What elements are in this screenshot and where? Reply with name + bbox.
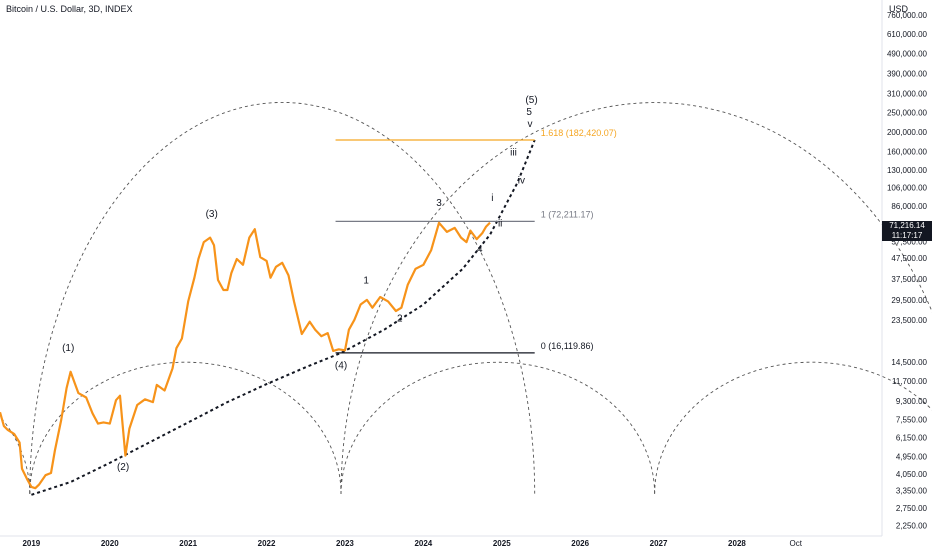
price-series [0, 221, 491, 490]
fib-level-label: 1.618 (182,420.07) [541, 128, 617, 138]
wave-label: iv [518, 176, 525, 187]
price-tick-label: 106,000.00 [887, 184, 928, 193]
support-curve-line [31, 139, 536, 496]
price-tick-label: 23,500.00 [891, 316, 927, 325]
cycle-arcs [0, 102, 932, 495]
symbol-title[interactable]: Bitcoin / U.S. Dollar, 3D, INDEX [6, 4, 133, 14]
price-tick-label: 11,700.00 [892, 377, 928, 386]
time-tick-label: Oct [790, 539, 803, 548]
cycle-arc [29, 102, 536, 495]
cycle-arc [29, 361, 342, 495]
support-curve [31, 139, 536, 496]
wave-label: (3) [206, 209, 218, 220]
price-tick-label: 14,500.00 [891, 358, 927, 367]
cycle-arc [340, 361, 656, 495]
bar-countdown: 11:17:17 [891, 231, 923, 240]
wave-label: 3 [436, 198, 442, 209]
wave-label: (1) [62, 343, 74, 354]
time-tick-label: 2028 [728, 539, 746, 548]
wave-label: ii [498, 219, 502, 230]
price-tick-label: 86,000.00 [891, 202, 927, 211]
price-tick-label: 7,550.00 [896, 415, 928, 424]
price-tick-label: 2,750.00 [896, 504, 928, 513]
price-tick-label: 4,950.00 [896, 452, 928, 461]
wave-label: (2) [117, 462, 129, 473]
cycle-arc [340, 102, 932, 495]
currency-label: USD [889, 4, 909, 14]
time-tick-label: 2026 [571, 539, 589, 548]
price-tick-label: 490,000.00 [887, 49, 928, 58]
price-tick-label: 310,000.00 [887, 90, 928, 99]
price-tick-label: 760,000.00 [887, 11, 928, 20]
price-tick-label: 160,000.00 [887, 148, 928, 157]
price-axis[interactable]: 760,000.00 610,000.00 490,000.00 390,000.00… [887, 11, 928, 531]
time-tick-label: 2019 [22, 539, 40, 548]
time-tick-label: 2024 [414, 539, 432, 548]
price-tick-label: 390,000.00 [887, 69, 928, 78]
time-axis[interactable]: 2019 2020 2021 2022 2023 2024 2025 2026 2027 2028… [22, 539, 802, 548]
time-tick-label: 2022 [258, 539, 276, 548]
wave-label: (4) [335, 360, 347, 371]
wave-label: iii [510, 147, 517, 158]
price-tick-label: 610,000.00 [887, 30, 928, 39]
last-price-badge: 71,216.14 11:17:17 [882, 221, 932, 241]
wave-label: v [527, 119, 532, 130]
wave-label: 1 [363, 276, 369, 287]
wave-label: i [491, 193, 493, 204]
price-tick-label: 200,000.00 [887, 128, 928, 137]
price-tick-label: 130,000.00 [887, 166, 928, 175]
time-tick-label: 2027 [650, 539, 668, 548]
fib-level-label: 0 (16,119.86) [541, 341, 594, 351]
wave-label: 2 [397, 314, 403, 325]
price-tick-label: 3,350.00 [896, 487, 928, 496]
price-tick-label: 4,050.00 [896, 470, 928, 479]
wave-label: (5) [525, 95, 537, 106]
time-tick-label: 2023 [336, 539, 354, 548]
time-tick-label: 2025 [493, 539, 511, 548]
wave-label: 5 [526, 107, 532, 118]
fibonacci-levels: 0 (16,119.86) 1 (72,211.17) 1.618 (182,420… [335, 128, 617, 354]
price-line [0, 221, 491, 490]
price-tick-label: 2,250.00 [896, 522, 928, 531]
price-tick-label: 47,500.00 [891, 254, 927, 263]
price-tick-label: 29,500.00 [891, 296, 927, 305]
time-tick-label: 2020 [101, 539, 119, 548]
price-tick-label: 37,500.00 [891, 275, 927, 284]
wave-label: 4 [477, 244, 483, 255]
cycle-arc [654, 361, 932, 495]
fib-level-label: 1 (72,211.17) [541, 209, 594, 219]
price-tick-label: 6,150.00 [896, 433, 928, 442]
last-price-value: 71,216.14 [889, 221, 925, 230]
price-tick-label: 250,000.00 [887, 108, 928, 117]
price-tick-label: 57,500.00 [891, 237, 927, 246]
time-tick-label: 2021 [179, 539, 197, 548]
price-tick-label: 9,300.00 [896, 397, 928, 406]
